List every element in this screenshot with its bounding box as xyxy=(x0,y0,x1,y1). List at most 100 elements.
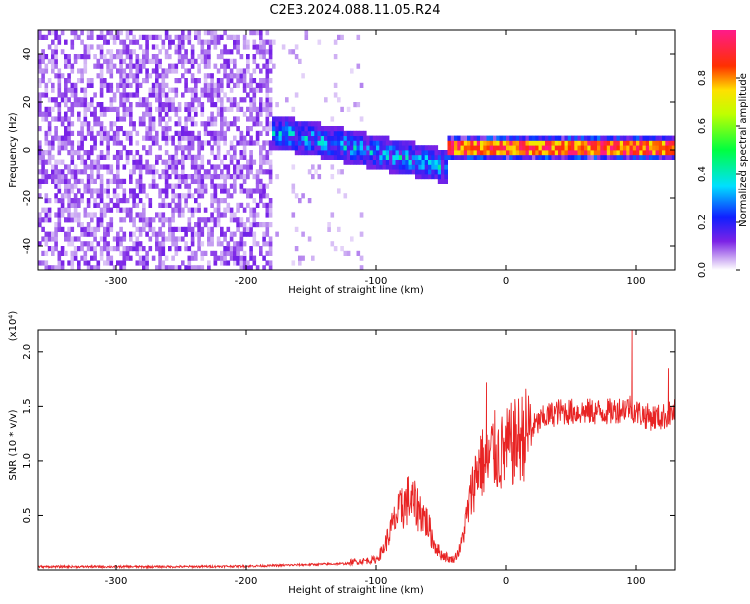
heatmap-cell xyxy=(109,222,114,228)
heatmap-cell xyxy=(431,159,435,165)
heatmap-cell xyxy=(184,106,188,112)
heatmap-cell xyxy=(168,217,172,223)
heatmap-cell xyxy=(60,92,65,98)
heatmap-cell xyxy=(450,135,455,141)
heatmap-cell xyxy=(41,174,45,180)
heatmap-cell xyxy=(64,174,68,180)
heatmap-cell xyxy=(402,169,406,175)
heatmap-cell xyxy=(177,116,182,122)
heatmap-cell xyxy=(135,92,140,98)
heatmap-cell xyxy=(301,193,305,199)
heatmap-cell xyxy=(164,34,169,40)
heatmap-cell xyxy=(428,154,432,160)
heatmap-cell xyxy=(210,178,214,184)
heatmap-cell xyxy=(90,34,94,40)
heatmap-cell xyxy=(70,106,75,112)
heatmap-cell xyxy=(606,135,611,141)
heatmap-cell xyxy=(226,193,231,199)
heatmap-cell xyxy=(112,54,117,60)
heatmap-cell xyxy=(41,49,45,55)
heatmap-cell xyxy=(226,207,231,213)
heatmap-cell xyxy=(184,174,188,180)
heatmap-cell xyxy=(473,140,478,146)
heatmap-cell xyxy=(262,231,266,237)
heatmap-cell xyxy=(142,111,146,117)
heatmap-cell xyxy=(275,126,279,132)
snr-series-line xyxy=(37,329,675,570)
heatmap-cell xyxy=(99,126,104,132)
heatmap-cell xyxy=(80,30,84,36)
heatmap-cell xyxy=(148,226,153,232)
heatmap-cell xyxy=(90,30,94,36)
heatmap-cell xyxy=(424,150,429,156)
heatmap-cell xyxy=(129,140,133,146)
heatmap-cell xyxy=(184,54,188,60)
heatmap-cell xyxy=(177,236,182,242)
heatmap-cell xyxy=(268,87,273,93)
heatmap-cell xyxy=(57,207,62,213)
heatmap-cell xyxy=(343,140,348,146)
heatmap-cell xyxy=(249,154,253,160)
heatmap-cell xyxy=(216,217,221,223)
heatmap-cell xyxy=(168,154,172,160)
heatmap-cell xyxy=(408,150,413,156)
heatmap-cell xyxy=(106,68,110,74)
heatmap-cell xyxy=(551,154,556,160)
heatmap-cell xyxy=(54,58,58,64)
heatmap-cell xyxy=(512,145,517,151)
heatmap-cell xyxy=(252,87,257,93)
heatmap-cell xyxy=(174,63,179,69)
heatmap-cell xyxy=(288,49,292,55)
heatmap-cell xyxy=(333,126,338,132)
heatmap-cell xyxy=(275,174,279,180)
heatmap-cell xyxy=(67,130,71,136)
heatmap-cell xyxy=(301,145,305,151)
heatmap-cell xyxy=(275,116,279,122)
heatmap-cell xyxy=(103,236,107,242)
heatmap-cell xyxy=(444,169,448,175)
heatmap-cell xyxy=(252,39,257,45)
heatmap-cell xyxy=(64,116,68,122)
heatmap-cell xyxy=(262,39,266,45)
snr-x-tick-label: -200 xyxy=(235,576,258,587)
heatmap-cell xyxy=(122,217,127,223)
heatmap-cell xyxy=(385,159,390,165)
heatmap-cell xyxy=(369,145,374,151)
heatmap-cell xyxy=(229,97,234,103)
heatmap-cell xyxy=(41,178,45,184)
heatmap-cell xyxy=(164,121,169,127)
heatmap-cell xyxy=(129,217,133,223)
heatmap-cell xyxy=(226,260,231,266)
heatmap-cell xyxy=(262,126,266,132)
heatmap-cell xyxy=(294,130,299,136)
heatmap-cell xyxy=(265,169,270,175)
heatmap-cell xyxy=(99,44,104,50)
heatmap-cell xyxy=(38,193,42,199)
heatmap-cell xyxy=(194,111,198,117)
heatmap-cell xyxy=(54,130,58,136)
heatmap-cell xyxy=(600,150,604,156)
heatmap-cell xyxy=(86,174,91,180)
heatmap-cell xyxy=(119,150,123,156)
heatmap-cell xyxy=(67,217,71,223)
heatmap-cell xyxy=(580,135,585,141)
heatmap-cell xyxy=(285,140,289,146)
heatmap-cell xyxy=(395,159,400,165)
heatmap-cell xyxy=(265,140,270,146)
heatmap-cell xyxy=(194,159,198,165)
heatmap-cell xyxy=(525,150,530,156)
heatmap-cell xyxy=(47,140,52,146)
heatmap-cell xyxy=(619,145,624,151)
heatmap-cell xyxy=(116,198,120,204)
heatmap-cell xyxy=(168,202,172,208)
heatmap-cell xyxy=(587,145,591,151)
heatmap-cell xyxy=(145,255,149,261)
heatmap-cell xyxy=(242,174,247,180)
heatmap-cell xyxy=(229,106,234,112)
heatmap-cell xyxy=(86,154,91,160)
heatmap-cell xyxy=(285,121,289,127)
heatmap-cell xyxy=(265,63,270,69)
heatmap-cell xyxy=(405,164,409,170)
heatmap-cell xyxy=(307,140,312,146)
heatmap-cell xyxy=(181,58,185,64)
